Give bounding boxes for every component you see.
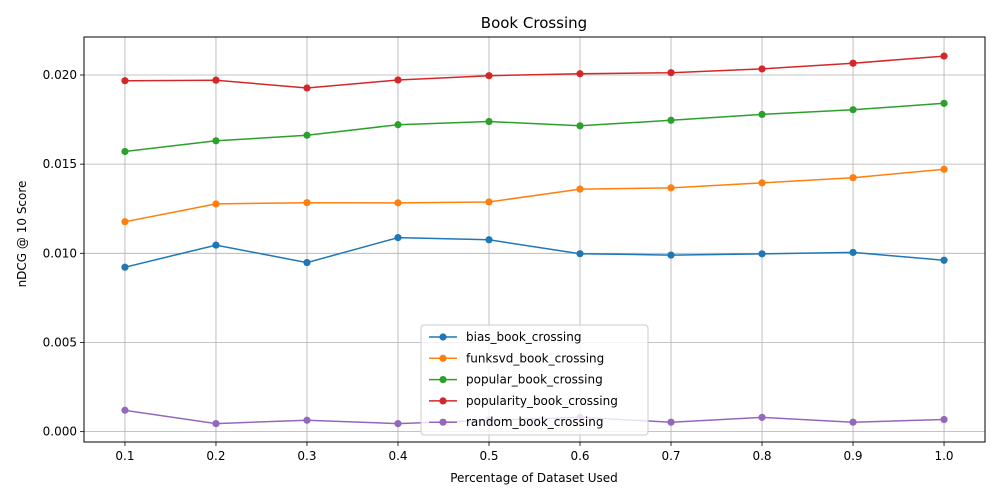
data-point: [303, 199, 311, 207]
data-point: [849, 106, 857, 114]
x-tick-label: 0.1: [115, 449, 134, 463]
data-point: [758, 250, 766, 258]
series-lines: [121, 52, 948, 428]
x-tick-label: 0.7: [661, 449, 680, 463]
series-line: [124, 236, 945, 268]
data-point: [576, 185, 584, 193]
series-popularity_book_crossing: [121, 52, 948, 92]
data-point: [121, 263, 129, 271]
data-point: [212, 420, 220, 428]
y-tick-label: 0.010: [43, 246, 77, 260]
series-popular_book_crossing: [121, 99, 948, 156]
legend-marker: [439, 376, 447, 384]
legend-label: popular_book_crossing: [466, 373, 603, 387]
data-point: [303, 131, 311, 139]
data-point: [212, 76, 220, 84]
data-point: [849, 59, 857, 67]
data-point: [849, 174, 857, 182]
legend-box: [420, 324, 649, 436]
data-point: [667, 251, 675, 259]
data-point: [758, 179, 766, 187]
data-point: [212, 137, 220, 145]
x-tick-label: 0.8: [752, 449, 771, 463]
y-axis: 0.000 0.005 0.010 0.015 0.020: [43, 68, 84, 439]
data-point: [394, 234, 402, 242]
x-tick-label: 0.9: [843, 449, 862, 463]
data-point: [940, 52, 948, 60]
legend-label: funksvd_book_crossing: [466, 351, 604, 365]
x-tick-label: 0.5: [479, 449, 498, 463]
x-tick-label: 0.4: [388, 449, 407, 463]
legend-item: bias_book_crossing: [429, 330, 581, 344]
data-point: [940, 415, 948, 424]
legend-label: random_book_crossing: [466, 415, 603, 429]
data-point: [940, 99, 948, 107]
data-point: [576, 250, 584, 258]
y-tick-label: 0.000: [43, 425, 77, 439]
x-axis: 0.1 0.2 0.3 0.4 0.5 0.6 0.7 0.8 0.9 1.0: [115, 442, 954, 463]
x-tick-label: 0.3: [297, 449, 316, 463]
series-line: [124, 102, 945, 153]
legend-item: popularity_book_crossing: [429, 394, 618, 408]
legend-item: random_book_crossing: [429, 415, 603, 429]
data-point: [121, 218, 129, 226]
data-point: [849, 418, 857, 426]
legend-label: popularity_book_crossing: [466, 394, 618, 408]
data-point: [121, 406, 129, 414]
data-point: [394, 76, 402, 84]
legend-marker: [439, 418, 447, 426]
series-line: [124, 168, 945, 223]
data-point: [485, 236, 493, 244]
x-tick-label: 1.0: [934, 449, 953, 463]
data-point: [303, 416, 311, 424]
data-point: [394, 199, 402, 207]
y-tick-label: 0.005: [43, 335, 77, 349]
data-point: [849, 248, 857, 257]
legend-item: popular_book_crossing: [429, 373, 603, 387]
data-point: [758, 413, 766, 421]
data-point: [758, 110, 766, 118]
legend-marker: [439, 354, 447, 362]
legend: bias_book_crossing funksvd_book_crossingp…: [420, 324, 649, 436]
data-point: [485, 72, 493, 80]
x-tick-label: 0.2: [206, 449, 225, 463]
data-point: [485, 117, 493, 126]
data-point: [667, 69, 675, 77]
data-point: [121, 147, 129, 156]
data-point: [576, 70, 584, 78]
legend-marker: [439, 397, 447, 405]
legend-label: bias_book_crossing: [466, 330, 581, 344]
data-point: [303, 84, 311, 92]
x-axis-title: Percentage of Dataset Used: [450, 471, 618, 485]
data-point: [485, 198, 493, 206]
y-tick-label: 0.015: [43, 157, 77, 171]
legend-marker: [439, 333, 447, 341]
x-tick-label: 0.6: [570, 449, 589, 463]
y-axis-title: nDCG @ 10 Score: [15, 181, 29, 288]
data-point: [940, 256, 948, 264]
series-line: [124, 55, 945, 89]
plot-frame: [83, 36, 986, 443]
data-point: [212, 200, 220, 208]
data-point: [576, 122, 584, 130]
y-tick-label: 0.020: [43, 68, 77, 82]
data-point: [667, 116, 675, 124]
data-point: [940, 165, 948, 173]
legend-item: funksvd_book_crossing: [429, 351, 604, 365]
chart-title: Book Crossing: [481, 14, 587, 32]
data-point: [758, 65, 766, 73]
data-point: [303, 258, 311, 267]
data-point: [121, 77, 129, 85]
series-funksvd_book_crossing: [121, 165, 948, 226]
data-point: [667, 418, 675, 426]
data-point: [394, 420, 402, 428]
data-point: [212, 241, 220, 249]
data-point: [667, 184, 675, 192]
series-bias_book_crossing: [121, 234, 948, 271]
data-point: [394, 121, 402, 129]
